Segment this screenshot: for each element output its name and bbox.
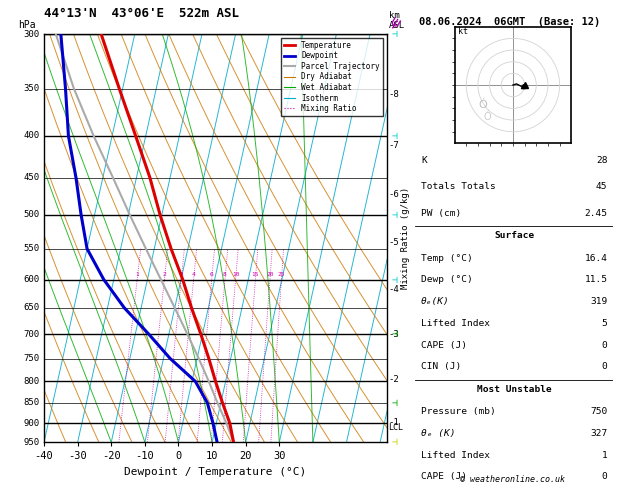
- Text: 850: 850: [24, 399, 40, 407]
- Text: 0: 0: [601, 472, 608, 482]
- Text: -3: -3: [389, 330, 399, 339]
- Text: 2: 2: [162, 273, 166, 278]
- Text: ψ: ψ: [387, 14, 403, 30]
- Text: 25: 25: [277, 273, 285, 278]
- Text: 650: 650: [24, 303, 40, 312]
- Text: kt: kt: [458, 27, 468, 36]
- Text: 20: 20: [266, 273, 274, 278]
- Text: 900: 900: [24, 418, 40, 428]
- Text: Most Unstable: Most Unstable: [477, 385, 552, 394]
- Text: km
ASL: km ASL: [389, 11, 404, 30]
- Text: PW (cm): PW (cm): [421, 209, 461, 218]
- Text: 319: 319: [590, 297, 608, 306]
- Text: 600: 600: [24, 275, 40, 284]
- Text: Temp (°C): Temp (°C): [421, 254, 473, 263]
- Text: 16.4: 16.4: [584, 254, 608, 263]
- X-axis label: Dewpoint / Temperature (°C): Dewpoint / Temperature (°C): [125, 467, 306, 477]
- Text: 28: 28: [596, 156, 608, 165]
- Text: 750: 750: [24, 354, 40, 363]
- Text: 10: 10: [232, 273, 239, 278]
- Text: 2.45: 2.45: [584, 209, 608, 218]
- Text: Lifted Index: Lifted Index: [421, 451, 490, 460]
- Text: -8: -8: [389, 90, 399, 99]
- Text: LCL: LCL: [388, 422, 403, 432]
- Text: 800: 800: [24, 377, 40, 386]
- Text: CIN (J): CIN (J): [421, 363, 461, 371]
- Text: ⊣: ⊣: [392, 398, 398, 408]
- Text: θₑ (K): θₑ (K): [421, 429, 455, 438]
- Text: 08.06.2024  06GMT  (Base: 12): 08.06.2024 06GMT (Base: 12): [419, 17, 600, 27]
- Text: 6: 6: [210, 273, 214, 278]
- Text: -7: -7: [389, 140, 399, 150]
- Text: Ó: Ó: [478, 101, 487, 110]
- Text: 327: 327: [590, 429, 608, 438]
- Text: K: K: [421, 156, 427, 165]
- Text: Totals Totals: Totals Totals: [421, 182, 496, 191]
- Text: 400: 400: [24, 131, 40, 140]
- Text: 44°13'N  43°06'E  522m ASL: 44°13'N 43°06'E 522m ASL: [44, 7, 239, 20]
- Text: θₑ(K): θₑ(K): [421, 297, 450, 306]
- Text: Ó: Ó: [484, 112, 491, 122]
- Text: 4: 4: [192, 273, 196, 278]
- Text: ⊣: ⊣: [392, 29, 398, 39]
- Text: ⊣: ⊣: [392, 131, 398, 141]
- Text: ⊣: ⊣: [392, 210, 398, 220]
- Text: 0: 0: [601, 363, 608, 371]
- Text: Lifted Index: Lifted Index: [421, 319, 490, 328]
- Text: 350: 350: [24, 84, 40, 93]
- Text: 300: 300: [24, 30, 40, 38]
- Text: 1: 1: [601, 451, 608, 460]
- Text: -1: -1: [389, 418, 399, 427]
- Text: 450: 450: [24, 173, 40, 182]
- Text: CAPE (J): CAPE (J): [421, 341, 467, 349]
- Text: 550: 550: [24, 244, 40, 253]
- Text: Surface: Surface: [494, 231, 534, 240]
- Legend: Temperature, Dewpoint, Parcel Trajectory, Dry Adiabat, Wet Adiabat, Isotherm, Mi: Temperature, Dewpoint, Parcel Trajectory…: [281, 38, 383, 116]
- Text: 15: 15: [252, 273, 259, 278]
- Text: 8: 8: [223, 273, 227, 278]
- Text: 5: 5: [601, 319, 608, 328]
- Text: 750: 750: [590, 407, 608, 417]
- Text: Dewp (°C): Dewp (°C): [421, 276, 473, 284]
- Text: 1: 1: [135, 273, 139, 278]
- Text: © weatheronline.co.uk: © weatheronline.co.uk: [460, 474, 565, 484]
- Text: -5: -5: [389, 238, 399, 247]
- Text: -6: -6: [389, 190, 399, 199]
- Text: ⊣: ⊣: [392, 329, 398, 339]
- Text: 45: 45: [596, 182, 608, 191]
- Text: ⊣: ⊣: [392, 275, 398, 284]
- Text: -2: -2: [389, 375, 399, 383]
- Text: hPa: hPa: [18, 20, 36, 30]
- Text: 950: 950: [24, 438, 40, 447]
- Text: 11.5: 11.5: [584, 276, 608, 284]
- Text: 3: 3: [179, 273, 183, 278]
- Text: Pressure (mb): Pressure (mb): [421, 407, 496, 417]
- Text: -4: -4: [389, 285, 399, 294]
- Text: Mixing Ratio (g/kg): Mixing Ratio (g/kg): [401, 187, 410, 289]
- Text: 700: 700: [24, 330, 40, 339]
- Text: ⊣: ⊣: [392, 437, 398, 447]
- Text: 0: 0: [601, 341, 608, 349]
- Text: 500: 500: [24, 210, 40, 220]
- Text: CAPE (J): CAPE (J): [421, 472, 467, 482]
